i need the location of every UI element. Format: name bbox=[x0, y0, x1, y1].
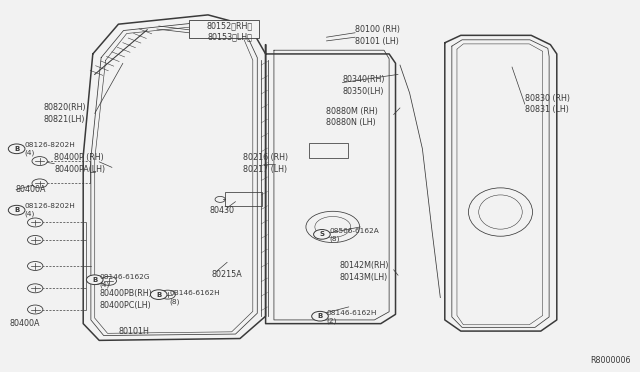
Text: 80400A: 80400A bbox=[10, 319, 40, 328]
Text: 80142M(RH)
80143M(LH): 80142M(RH) 80143M(LH) bbox=[339, 262, 388, 282]
Text: 0B146-6162H
(8): 0B146-6162H (8) bbox=[170, 291, 220, 305]
Text: 08146-6162G
(4): 08146-6162G (4) bbox=[99, 274, 150, 288]
Text: B: B bbox=[14, 207, 19, 213]
Text: 08146-6162H
(2): 08146-6162H (2) bbox=[326, 310, 377, 324]
Circle shape bbox=[28, 262, 43, 270]
Text: 80400PB(RH)
80400PC(LH): 80400PB(RH) 80400PC(LH) bbox=[99, 289, 152, 310]
Text: 80215A: 80215A bbox=[211, 270, 242, 279]
Text: 08126-8202H
(4): 08126-8202H (4) bbox=[24, 203, 75, 217]
Text: B: B bbox=[14, 146, 19, 152]
Text: 80430: 80430 bbox=[210, 206, 235, 215]
Bar bbox=[225, 192, 262, 206]
Text: R8000006: R8000006 bbox=[590, 356, 630, 365]
Text: 80820(RH)
80821(LH): 80820(RH) 80821(LH) bbox=[44, 103, 86, 124]
Text: 80216 (RH)
80217 (LH): 80216 (RH) 80217 (LH) bbox=[243, 154, 289, 174]
Text: 80830 (RH)
80831 (LH): 80830 (RH) 80831 (LH) bbox=[525, 94, 570, 114]
Text: 80880M (RH)
80880N (LH): 80880M (RH) 80880N (LH) bbox=[326, 107, 378, 127]
Circle shape bbox=[28, 305, 43, 314]
Text: 80400A: 80400A bbox=[16, 185, 47, 194]
Circle shape bbox=[8, 144, 25, 154]
Text: 80400P (RH)
80400PA(LH): 80400P (RH) 80400PA(LH) bbox=[54, 154, 106, 174]
Text: 80100 (RH)
80101 (LH): 80100 (RH) 80101 (LH) bbox=[355, 25, 400, 45]
Circle shape bbox=[8, 205, 25, 215]
Text: 08566-6162A
(8): 08566-6162A (8) bbox=[330, 228, 380, 242]
Text: B: B bbox=[92, 277, 97, 283]
Circle shape bbox=[160, 290, 175, 299]
Text: 80101H: 80101H bbox=[118, 327, 149, 336]
Circle shape bbox=[28, 218, 43, 227]
Text: B: B bbox=[156, 292, 161, 298]
Text: B: B bbox=[317, 313, 323, 319]
Circle shape bbox=[32, 179, 47, 188]
Circle shape bbox=[314, 230, 330, 239]
Circle shape bbox=[32, 157, 47, 166]
Circle shape bbox=[28, 284, 43, 293]
Bar bbox=[309, 143, 348, 158]
Circle shape bbox=[28, 235, 43, 244]
Circle shape bbox=[86, 275, 103, 285]
Bar bbox=[189, 20, 259, 38]
Circle shape bbox=[150, 290, 167, 299]
Text: 80340(RH)
80350(LH): 80340(RH) 80350(LH) bbox=[342, 76, 385, 96]
Text: 08126-8202H
(4): 08126-8202H (4) bbox=[24, 142, 75, 156]
Circle shape bbox=[101, 276, 116, 285]
Circle shape bbox=[312, 311, 328, 321]
Text: S: S bbox=[319, 231, 324, 237]
Text: 80152〈RH〉
80153〈LH〉: 80152〈RH〉 80153〈LH〉 bbox=[207, 22, 253, 42]
